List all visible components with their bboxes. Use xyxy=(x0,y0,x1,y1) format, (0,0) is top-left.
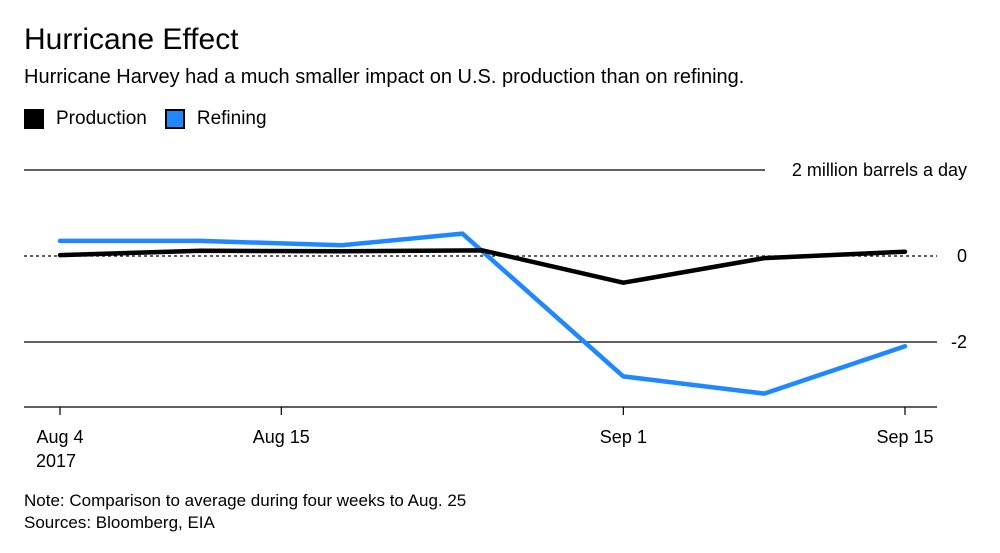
x-tick-label: Sep 1 xyxy=(600,427,647,447)
y-tick-label: -2 xyxy=(951,332,967,352)
chart-footer: Note: Comparison to average during four … xyxy=(24,490,466,534)
legend-swatch-production xyxy=(24,109,44,129)
legend-label-production: Production xyxy=(56,108,147,129)
y-tick-label: 2 million barrels a day xyxy=(792,160,967,180)
legend-label-refining: Refining xyxy=(196,108,267,129)
series-line-refining xyxy=(57,231,908,396)
chart-subtitle: Hurricane Harvey had a much smaller impa… xyxy=(24,66,745,88)
x-tick-label: Aug 15 xyxy=(253,427,310,447)
x-tick-sublabel: 2017 xyxy=(36,451,76,471)
chart-sources: Sources: Bloomberg, EIA xyxy=(24,513,215,532)
series-line-production xyxy=(57,248,908,285)
y-tick-label: 0 xyxy=(957,246,967,266)
legend: Production Refining xyxy=(24,107,285,131)
chart-note: Note: Comparison to average during four … xyxy=(24,491,467,510)
x-tick-label: Aug 4 xyxy=(36,427,83,447)
x-tick-label: Sep 15 xyxy=(876,427,933,447)
legend-item-production: Production xyxy=(24,107,147,131)
legend-item-refining: Refining xyxy=(164,107,267,131)
chart-title: Hurricane Effect xyxy=(24,23,239,56)
legend-swatch-refining xyxy=(164,109,185,129)
